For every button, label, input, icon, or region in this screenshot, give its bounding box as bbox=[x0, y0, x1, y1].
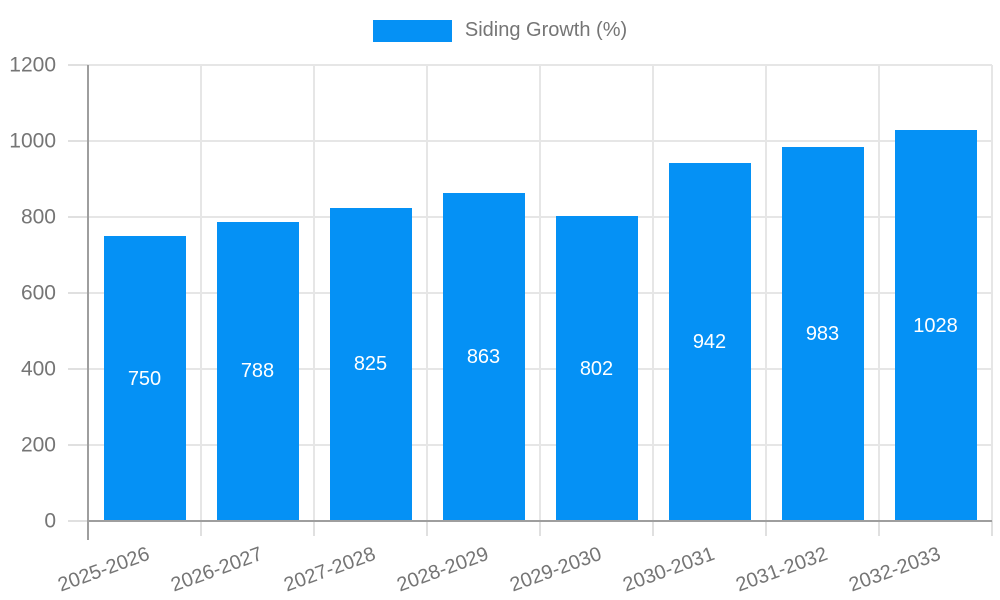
bar[interactable]: 825 bbox=[329, 207, 412, 521]
x-tick bbox=[652, 521, 654, 536]
bar-value-label: 788 bbox=[240, 360, 275, 383]
bar-value-label: 983 bbox=[805, 323, 840, 346]
gridline-vertical bbox=[652, 65, 654, 521]
y-tick bbox=[68, 64, 88, 66]
y-axis-tick-label: 800 bbox=[20, 205, 56, 229]
y-tick bbox=[68, 140, 88, 142]
x-tick bbox=[878, 521, 880, 536]
x-tick bbox=[313, 521, 315, 536]
x-axis-tick-label: 2032-2033 bbox=[845, 543, 944, 597]
x-axis-tick-label: 2029-2030 bbox=[506, 543, 605, 597]
y-tick bbox=[68, 216, 88, 218]
gridline-vertical bbox=[539, 65, 541, 521]
y-tick bbox=[68, 444, 88, 446]
x-axis-line bbox=[88, 520, 992, 522]
x-axis-tick-label: 2030-2031 bbox=[619, 543, 718, 597]
bar-value-label: 863 bbox=[466, 346, 501, 369]
bar[interactable]: 750 bbox=[103, 236, 186, 521]
bar[interactable]: 802 bbox=[555, 216, 638, 521]
bar-value-label: 802 bbox=[579, 357, 614, 380]
x-axis-tick-label: 2027-2028 bbox=[280, 543, 379, 597]
x-axis-tick-label: 2025-2026 bbox=[54, 543, 153, 597]
legend[interactable]: Siding Growth (%) bbox=[0, 19, 1000, 42]
x-axis-tick-label: 2026-2027 bbox=[167, 543, 266, 597]
x-axis-tick-label: 2031-2032 bbox=[732, 543, 831, 597]
y-tick bbox=[68, 520, 88, 522]
bar-value-label: 942 bbox=[692, 331, 727, 354]
bar[interactable]: 942 bbox=[668, 163, 751, 521]
y-axis-tick-label: 1200 bbox=[9, 53, 56, 77]
bar[interactable]: 1028 bbox=[894, 130, 977, 521]
y-tick bbox=[68, 292, 88, 294]
bar[interactable]: 863 bbox=[442, 193, 525, 521]
bar[interactable]: 983 bbox=[781, 147, 864, 521]
gridline-vertical bbox=[313, 65, 315, 521]
legend-label: Siding Growth (%) bbox=[464, 19, 628, 41]
x-tick bbox=[991, 521, 993, 536]
gridline-vertical bbox=[991, 65, 993, 521]
gridline-vertical bbox=[765, 65, 767, 521]
x-tick bbox=[426, 521, 428, 536]
x-tick bbox=[539, 521, 541, 536]
y-axis-line bbox=[87, 65, 89, 540]
x-tick bbox=[765, 521, 767, 536]
y-axis-tick-label: 200 bbox=[20, 433, 56, 457]
bar-value-label: 825 bbox=[353, 353, 388, 376]
y-axis-tick-label: 400 bbox=[20, 357, 56, 381]
legend-swatch bbox=[372, 19, 452, 42]
gridline-vertical bbox=[426, 65, 428, 521]
plot-area: 0 200 400 600 800 1000 1200 750 2025-2026 788 2026… bbox=[9, 55, 993, 596]
gridline-vertical bbox=[878, 65, 880, 521]
y-axis-tick-label: 600 bbox=[20, 281, 56, 305]
y-tick bbox=[68, 368, 88, 370]
y-axis-tick-label: 1000 bbox=[9, 129, 56, 153]
x-tick bbox=[200, 521, 202, 536]
gridline-vertical bbox=[200, 65, 202, 521]
bar[interactable]: 788 bbox=[216, 221, 299, 521]
y-axis-tick-label: 0 bbox=[44, 509, 56, 533]
bar-value-label: 750 bbox=[127, 367, 162, 390]
x-axis-tick-label: 2028-2029 bbox=[393, 543, 492, 597]
bar-value-label: 1028 bbox=[913, 314, 958, 337]
